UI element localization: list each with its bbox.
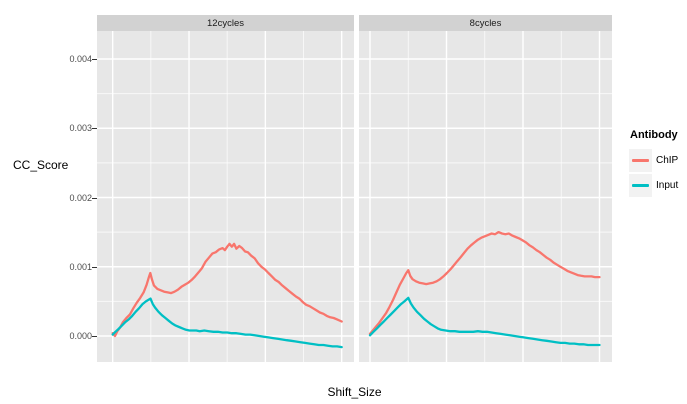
- y-tick-label: 0.000: [69, 331, 92, 341]
- legend-item-chip: ChIP: [629, 149, 678, 172]
- y-tick-label: 0.002: [69, 192, 92, 203]
- series-line-input: [111, 297, 343, 349]
- chip-line-swatch: [632, 159, 649, 162]
- facet-panel-12cycles: [97, 31, 354, 362]
- y-tick-mark: [92, 59, 97, 60]
- legend-title: Antibody: [630, 129, 678, 141]
- legend: Antibody ChIP Input: [629, 129, 678, 199]
- series-line-input: [368, 296, 601, 347]
- plot-canvas-12cycles: [97, 31, 354, 362]
- legend-label-input: Input: [656, 180, 679, 191]
- input-line-swatch: [632, 184, 649, 187]
- y-tick-label: 0.003: [69, 123, 92, 134]
- series-line-chip: [111, 242, 343, 338]
- y-tick-label: 0.001: [69, 261, 92, 272]
- y-tick-mark: [92, 128, 97, 130]
- facet-strip-12cycles: 12cycles: [97, 15, 354, 31]
- y-tick-mark: [92, 336, 97, 337]
- y-tick-mark: [92, 197, 97, 199]
- legend-key: [629, 149, 652, 172]
- plot-canvas-8cycles: [359, 31, 612, 362]
- legend-key: [629, 174, 652, 197]
- facet-strip-label: 12cycles: [207, 17, 244, 29]
- facet-panel-8cycles: [359, 31, 612, 362]
- y-axis-title: CC_Score: [13, 158, 69, 172]
- legend-item-input: Input: [629, 174, 678, 197]
- x-axis-title: Shift_Size: [327, 385, 382, 399]
- y-tick-label: 0.004: [69, 54, 92, 64]
- facet-strip-8cycles: 8cycles: [359, 15, 612, 31]
- legend-label-chip: ChIP: [656, 155, 679, 166]
- series-line-chip: [368, 230, 601, 336]
- facet-strip-label: 8cycles: [469, 17, 502, 29]
- y-tick-mark: [92, 266, 97, 268]
